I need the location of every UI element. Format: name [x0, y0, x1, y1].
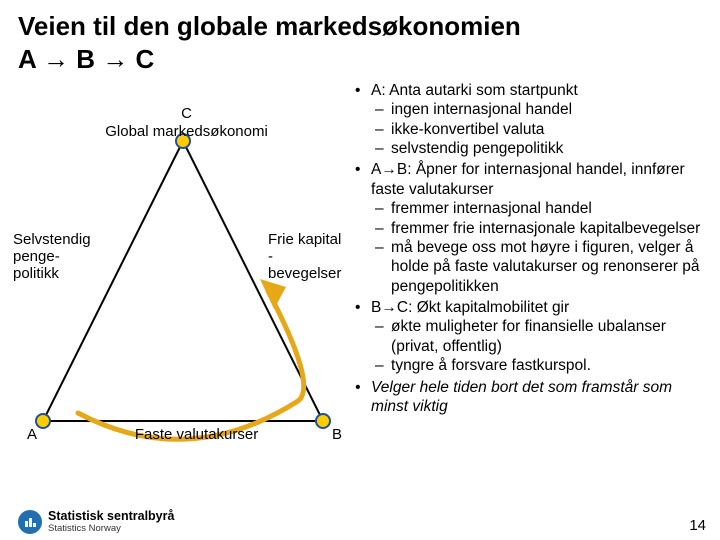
- slide-subtitle: A → B → C: [18, 44, 702, 75]
- sub-bullet-list: fremmer internasjonal handelfremmer frie…: [375, 199, 702, 296]
- vertex-b-label: B: [332, 426, 342, 443]
- subtitle-c: C: [136, 44, 155, 74]
- diagram-column: C Global markedsøkonomi Selvstendig peng…: [18, 81, 355, 471]
- logo-mark-icon: [22, 514, 38, 530]
- slide-title: Veien til den globale markedsøkonomien: [18, 12, 702, 42]
- bullet-item: B→C: Økt kapitalmobilitet girøkte muligh…: [355, 298, 702, 376]
- bullet-list: A: Anta autarki som startpunktingen inte…: [355, 81, 702, 416]
- apex-label-text: Global markedsøkonomi: [18, 123, 355, 140]
- bullet-column: A: Anta autarki som startpunktingen inte…: [355, 81, 702, 471]
- arrow-icon: →: [102, 44, 128, 74]
- logo-icon: [18, 510, 42, 534]
- bottom-label: Faste valutakurser: [78, 426, 315, 443]
- right-side-label: Frie kapital - bevegelser: [268, 231, 341, 282]
- bullet-text: A: Anta autarki som startpunkt: [371, 82, 578, 99]
- subtitle-b: B: [76, 44, 95, 74]
- bullet-text: A→B: Åpner for internasjonal handel, inn…: [371, 161, 685, 197]
- apex-label-c: C: [18, 105, 355, 122]
- org-name-en: Statistics Norway: [48, 524, 174, 534]
- footer-logo: Statistisk sentralbyrå Statistics Norway: [18, 510, 174, 534]
- bullet-text: B→C: Økt kapitalmobilitet gir: [371, 299, 569, 316]
- content-row: C Global markedsøkonomi Selvstendig peng…: [18, 81, 702, 471]
- sub-bullet-item: fremmer internasjonal handel: [375, 199, 702, 218]
- vertex-b: [316, 414, 330, 428]
- slide: Veien til den globale markedsøkonomien A…: [0, 0, 720, 540]
- bullet-text: Velger hele tiden bort det som framstår …: [371, 379, 672, 415]
- bullet-item: A→B: Åpner for internasjonal handel, inn…: [355, 160, 702, 296]
- sub-bullet-item: må bevege oss mot høyre i figuren, velge…: [375, 238, 702, 296]
- sub-bullet-item: ikke-konvertibel valuta: [375, 120, 702, 139]
- org-name-no: Statistisk sentralbyrå: [48, 510, 174, 523]
- arrow-icon: →: [43, 44, 69, 74]
- sub-bullet-item: selvstendig pengepolitikk: [375, 139, 702, 158]
- vertex-a: [36, 414, 50, 428]
- sub-bullet-item: fremmer frie internasjonale kapitalbeveg…: [375, 219, 702, 238]
- subtitle-a: A: [18, 44, 36, 74]
- sub-bullet-item: tyngre å forsvare fastkurspol.: [375, 356, 702, 375]
- sub-bullet-list: økte muligheter for finansielle ubalanse…: [375, 317, 702, 375]
- left-side-label: Selvstendig penge- politikk: [13, 231, 91, 282]
- sub-bullet-item: økte muligheter for finansielle ubalanse…: [375, 317, 702, 356]
- vertex-a-label: A: [27, 426, 37, 443]
- bullet-item: A: Anta autarki som startpunktingen inte…: [355, 81, 702, 159]
- page-number: 14: [689, 517, 706, 534]
- sub-bullet-item: ingen internasjonal handel: [375, 100, 702, 119]
- bullet-item: Velger hele tiden bort det som framstår …: [355, 378, 702, 417]
- footer-text: Statistisk sentralbyrå Statistics Norway: [48, 510, 174, 533]
- sub-bullet-list: ingen internasjonal handelikke-konvertib…: [375, 100, 702, 158]
